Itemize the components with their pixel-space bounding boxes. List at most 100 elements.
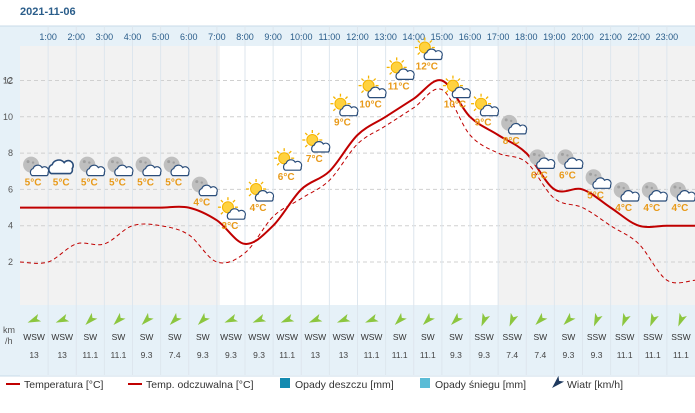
- hour-label: 11:00: [318, 32, 340, 42]
- sun-ray: [389, 71, 393, 75]
- temperature-label: 5°C: [53, 178, 70, 189]
- cloud-shape: [114, 164, 134, 177]
- wind-direction: WSW: [23, 332, 45, 342]
- wind-arrow-icon: [622, 312, 631, 327]
- wind-speed: 13: [29, 350, 39, 360]
- arrow-shape: [224, 314, 239, 323]
- cloud-shape: [536, 157, 556, 169]
- sun-ray: [220, 199, 224, 203]
- wind-speed: 11.1: [392, 350, 408, 360]
- temperature-label: 5°C: [81, 178, 98, 189]
- wind-direction: SW: [449, 332, 463, 342]
- axis-panel: [0, 26, 20, 376]
- moon-crater: [82, 160, 86, 164]
- arrow-shape: [169, 312, 182, 325]
- sun-ray: [316, 132, 320, 136]
- chart-legend: Temperatura [°C] Temp. odczuwalna [°C] Opa…: [6, 375, 623, 391]
- wind-arrow-icon: [678, 312, 687, 327]
- moon-crater: [594, 174, 597, 177]
- wind-arrow-icon: [252, 314, 267, 323]
- arrow-shape: [336, 314, 351, 323]
- arrow-shape: [308, 314, 323, 323]
- temperature-label: 6°C: [559, 170, 576, 181]
- wind-direction: SSW: [587, 332, 606, 342]
- moon-cloud-icon: [79, 156, 106, 177]
- moon-crater: [589, 172, 593, 176]
- cloud-shape: [564, 157, 584, 169]
- sun-ray: [361, 90, 365, 94]
- arrow-shape: [280, 314, 295, 323]
- wind-speed: 9.3: [197, 350, 209, 360]
- arrow-shape: [252, 314, 267, 323]
- wind-direction: SW: [421, 332, 435, 342]
- wind-direction: SSW: [671, 332, 690, 342]
- temperature-label: 9°C: [334, 118, 351, 129]
- sun-ray: [304, 144, 308, 148]
- wind-direction: SSW: [615, 332, 634, 342]
- sun-ray: [429, 39, 433, 44]
- sun-ray: [276, 150, 280, 154]
- sun-ray: [445, 78, 449, 82]
- moon-crater: [88, 161, 91, 164]
- hour-label: 2:00: [67, 32, 85, 42]
- wind-speed: 7.4: [534, 350, 546, 360]
- wind-speed: 11.1: [420, 350, 436, 360]
- wind-speed: 11.1: [279, 350, 295, 360]
- cloud-shape: [592, 177, 612, 189]
- legend-label: Opady śniegu [mm]: [435, 379, 526, 391]
- moon-crater: [139, 160, 143, 164]
- wind-direction: SW: [112, 332, 126, 342]
- wind-arrow-icon: [650, 312, 659, 327]
- temperature-label: 5°C: [25, 178, 42, 189]
- wind-speed: 7.4: [506, 350, 518, 360]
- wind-arrow-icon: [593, 312, 603, 327]
- moon-crater: [566, 154, 569, 157]
- wind-arrow-icon: [55, 314, 70, 323]
- sun-ray: [473, 96, 477, 100]
- legend-label: Wiatr [km/h]: [567, 379, 623, 391]
- temperature-labels: 5°C 5°C 5°C 5°C 5°C 5°C 4°C 3°C 4°C 6°C 7°C 9°C 10°C…: [25, 62, 689, 233]
- legend-item: Temp. odczuwalna [°C]: [128, 379, 254, 391]
- hour-label: 21:00: [599, 32, 622, 42]
- hour-label: 6:00: [180, 32, 198, 42]
- wind-unit-label: km: [3, 325, 15, 335]
- wind-arrow-icon: [169, 312, 182, 325]
- y-tick-label: 6: [8, 184, 13, 194]
- temperature-label: 4°C: [643, 203, 660, 214]
- arrow-shape: [650, 312, 659, 327]
- sun-ray: [417, 39, 421, 44]
- cloud-shape: [451, 86, 471, 99]
- wind-arrow-icon: [422, 312, 435, 325]
- moon-crater: [31, 161, 35, 164]
- temperature-label: 9°C: [475, 118, 492, 129]
- moon-cloud-icon: [163, 156, 190, 177]
- moon-cloud-icon: [107, 156, 134, 177]
- sun-ray: [473, 108, 477, 112]
- moon-crater: [110, 160, 114, 164]
- wind-speed: 9.3: [450, 350, 462, 360]
- arrow-shape: [141, 312, 154, 325]
- wind-arrow-icon: [481, 312, 491, 327]
- wind-arrow-icon: [535, 312, 548, 325]
- moon-cloud-icon: [501, 114, 528, 135]
- hour-label: 4:00: [124, 32, 142, 42]
- moon-crater: [622, 186, 625, 190]
- wind-unit-label-2: /h: [5, 336, 13, 346]
- cloud-shape: [423, 48, 443, 61]
- sun-cloud-icon: [358, 75, 387, 99]
- hour-label: 8:00: [236, 32, 254, 42]
- cloud-shape: [226, 208, 246, 220]
- wind-direction: SW: [196, 332, 210, 342]
- hour-label: 12:00: [346, 32, 369, 42]
- wind-direction: SSW: [503, 332, 522, 342]
- temperature-label: 4°C: [193, 198, 210, 209]
- wind-direction: WSW: [276, 332, 298, 342]
- wind-speed: 11.1: [673, 350, 689, 360]
- y-unit-label: °C: [3, 76, 14, 86]
- moon-crater: [172, 161, 175, 164]
- temperature-label: 10°C: [444, 100, 466, 111]
- cloud-shape: [254, 190, 275, 202]
- cloud-shape: [282, 159, 303, 171]
- hour-label: 19:00: [543, 32, 566, 42]
